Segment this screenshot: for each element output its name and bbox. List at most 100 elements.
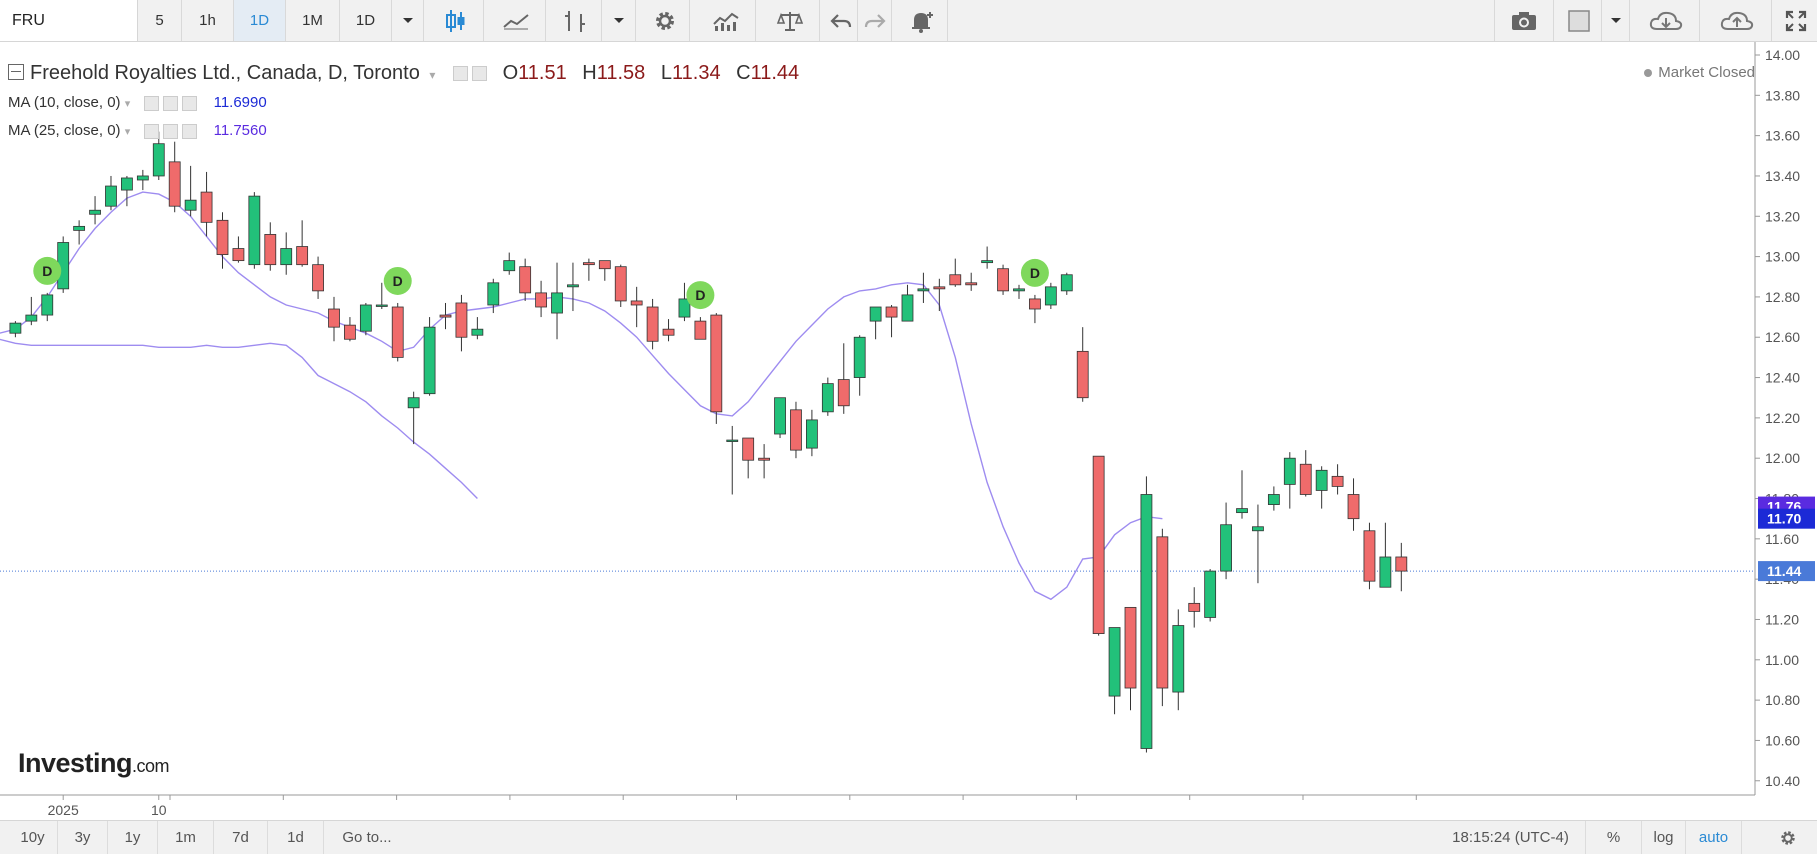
candle: [981, 246, 994, 269]
symbol-input[interactable]: [0, 0, 138, 41]
dividend-marker-label: D: [1030, 265, 1040, 281]
layout-chevron-icon[interactable]: [1602, 0, 1630, 41]
legend-settings-icon[interactable]: [472, 66, 488, 82]
candle: [790, 401, 802, 459]
y-tick-label: 12.60: [1765, 329, 1800, 345]
ma25-legend-row: MA (25, close, 0) ▾ 11.7560: [8, 122, 267, 139]
candle-body-down: [742, 437, 755, 461]
open-label: O: [502, 62, 519, 84]
candle-body-up: [981, 260, 994, 264]
cloud-upload-icon[interactable]: [1702, 0, 1772, 41]
candle: [105, 175, 117, 211]
layout-box-icon[interactable]: [1556, 0, 1602, 41]
legend-eye-icon[interactable]: [453, 66, 469, 82]
candle: [200, 171, 213, 237]
candle: [359, 302, 372, 336]
candle-body-up: [152, 143, 165, 177]
candle: [614, 264, 627, 307]
investing-logo: Investing.com: [18, 748, 170, 778]
dividend-marker: D: [686, 281, 715, 310]
candle-body-up: [869, 306, 882, 322]
title-chevron-icon[interactable]: ▾: [429, 68, 436, 82]
chart-type-chevron-icon[interactable]: [602, 0, 636, 41]
range-1d[interactable]: 1d: [268, 821, 324, 854]
percent-toggle[interactable]: %: [1586, 821, 1642, 854]
candle: [1092, 455, 1105, 636]
price-label-box: [1758, 508, 1815, 529]
cloud-download-icon[interactable]: [1632, 0, 1700, 41]
fullscreen-icon[interactable]: [1774, 0, 1817, 41]
interval-1h[interactable]: 1h: [182, 0, 234, 41]
x-tick-label: 2025: [48, 802, 79, 818]
ma25-remove-icon[interactable]: [182, 123, 198, 139]
legend-collapse-icon[interactable]: [8, 63, 24, 80]
range-3y[interactable]: 3y: [58, 821, 108, 854]
price-label: 11.70: [1767, 511, 1801, 527]
candle-body-up: [359, 304, 372, 332]
candle-body-down: [1299, 463, 1312, 495]
candle-body-up: [853, 336, 866, 378]
auto-toggle[interactable]: auto: [1686, 821, 1742, 854]
redo-icon[interactable]: [858, 0, 892, 41]
candle-body-down: [662, 328, 675, 336]
ma10-chevron-icon[interactable]: ▾: [124, 98, 131, 110]
undo-icon[interactable]: [824, 0, 858, 41]
bar-chart-icon[interactable]: [548, 0, 602, 41]
candle: [1060, 272, 1073, 295]
add-alert-bell-icon[interactable]: [896, 0, 948, 41]
range-1y[interactable]: 1y: [108, 821, 158, 854]
compare-scale-icon[interactable]: [760, 0, 820, 41]
candle-body-down: [168, 161, 181, 207]
ma25-settings-icon[interactable]: [163, 123, 179, 139]
candle-type-icon[interactable]: [426, 0, 484, 41]
interval-1d[interactable]: 1D: [234, 0, 286, 41]
candle-body-down: [630, 300, 643, 306]
candle: [439, 302, 452, 330]
candle: [1013, 284, 1025, 299]
candle: [152, 131, 165, 180]
log-toggle[interactable]: log: [1642, 821, 1686, 854]
candle: [742, 437, 755, 479]
candle-body-down: [614, 266, 627, 302]
candle-body-down: [1363, 530, 1376, 582]
indicators-icon[interactable]: [696, 0, 756, 41]
range-1m[interactable]: 1m: [158, 821, 214, 854]
goto-date-button[interactable]: Go to...: [342, 829, 392, 846]
candle-body-up: [487, 282, 500, 306]
low-value: 11.34: [672, 62, 721, 84]
candle-body-up: [423, 326, 436, 395]
top-toolbar: 5 1h 1D 1M 1D: [0, 0, 1817, 42]
candle: [1299, 450, 1312, 497]
ma10-remove-icon[interactable]: [182, 95, 198, 111]
price-chart[interactable]: D D D D 14.00 13.80 13.60 13.40 13.20 13.00 12.80…: [0, 42, 1817, 820]
interval-selector[interactable]: 1D: [340, 0, 392, 41]
candle: [1124, 606, 1137, 711]
candle: [997, 264, 1009, 295]
bottom-settings-gear-icon[interactable]: [1762, 821, 1814, 854]
range-10y[interactable]: 10y: [8, 821, 58, 854]
candle: [917, 272, 930, 303]
line-chart-icon[interactable]: [486, 0, 546, 41]
ma25-eye-icon[interactable]: [144, 123, 160, 139]
ma10-eye-icon[interactable]: [144, 95, 160, 111]
candle-body-up: [567, 284, 579, 288]
y-tick-label: 11.00: [1765, 652, 1799, 668]
interval-1m[interactable]: 1M: [286, 0, 340, 41]
interval-5[interactable]: 5: [138, 0, 182, 41]
ma10-settings-icon[interactable]: [163, 95, 179, 111]
y-tick-label: 13.60: [1765, 128, 1800, 144]
candle: [1029, 294, 1041, 324]
clock: 18:15:24 (UTC-4): [1436, 821, 1586, 854]
candle-body-down: [997, 268, 1009, 292]
candle-body-down: [790, 409, 802, 451]
candle: [1188, 587, 1201, 628]
ma25-chevron-icon[interactable]: ▾: [124, 126, 131, 138]
settings-gear-icon[interactable]: [640, 0, 690, 41]
candle-body-up: [901, 294, 914, 322]
candle: [774, 397, 786, 439]
range-7d[interactable]: 7d: [214, 821, 268, 854]
interval-dropdown-chevron-icon[interactable]: [392, 0, 424, 41]
candle: [949, 258, 962, 287]
candle: [280, 232, 293, 275]
screenshot-camera-icon[interactable]: [1494, 0, 1554, 41]
